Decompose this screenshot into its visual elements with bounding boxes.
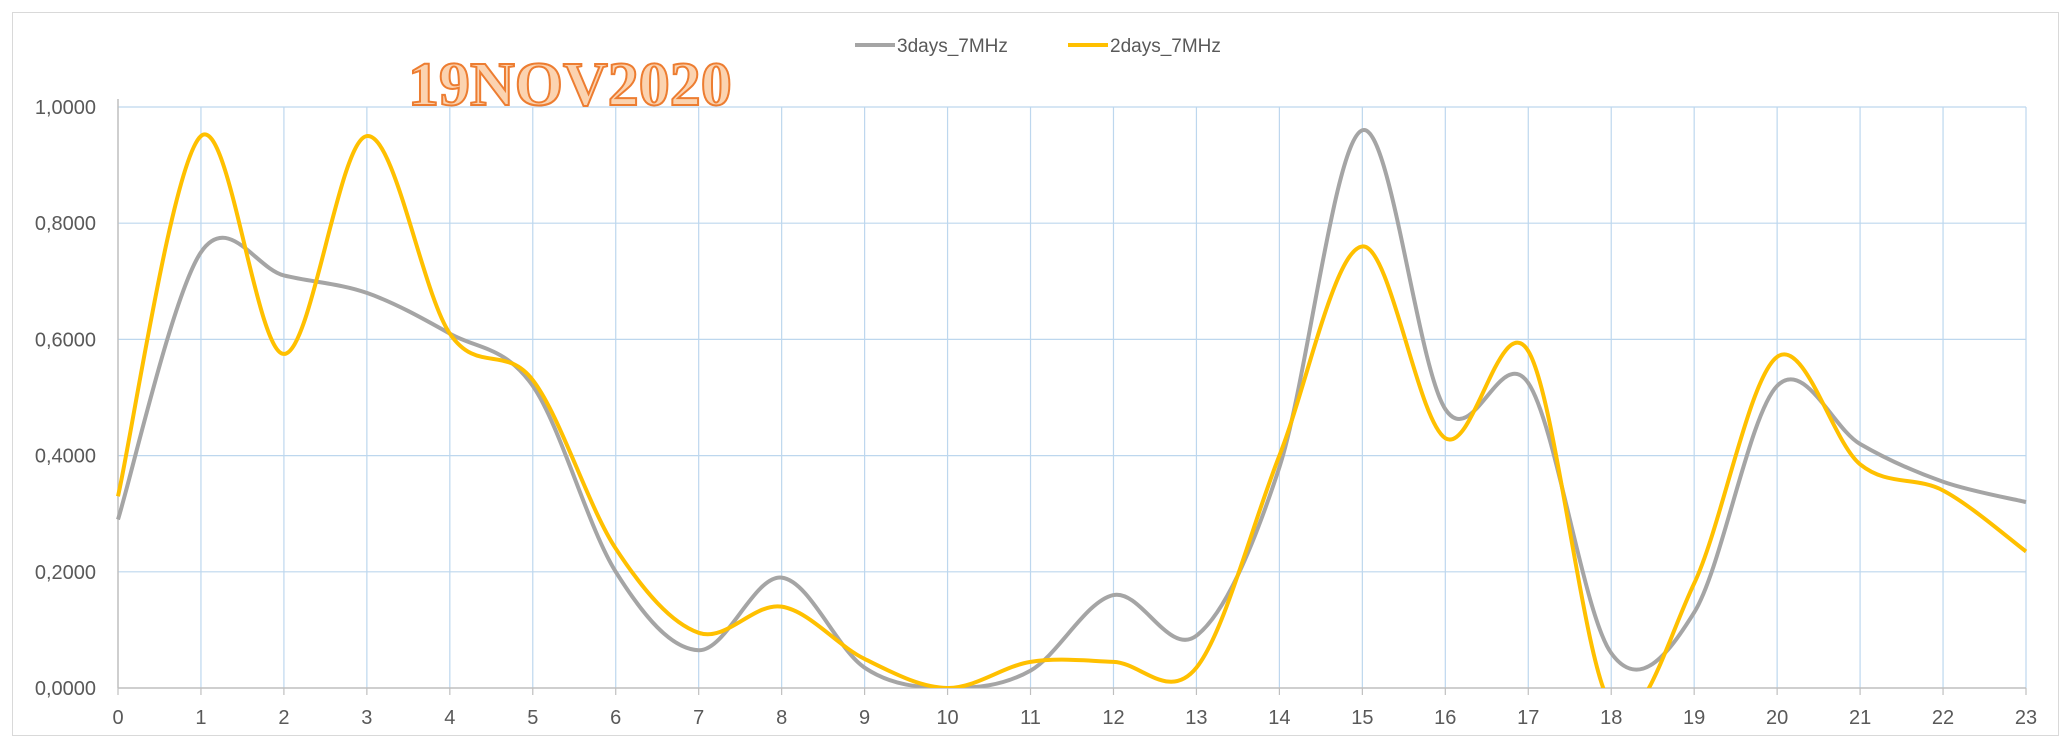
- y-tick-label: 0,6000: [35, 329, 96, 351]
- x-tick-label: 16: [1434, 707, 1456, 729]
- x-tick-label: 8: [776, 707, 787, 729]
- legend-label-3days: 3days_7MHz: [897, 36, 1008, 57]
- x-tick-label: 7: [693, 707, 704, 729]
- x-tick-label: 10: [936, 707, 958, 729]
- x-tick-label: 22: [1932, 707, 1954, 729]
- grid: [118, 106, 2027, 688]
- y-tick-label: 0,8000: [35, 213, 96, 235]
- x-tick-label: 5: [527, 707, 538, 729]
- legend: 3days_7MHz 2days_7MHz: [855, 36, 1221, 57]
- x-tick-label: 0: [112, 707, 123, 729]
- y-axis-ticks: 0,0000 0,2000 0,4000 0,6000 0,8000 1,0000: [35, 97, 96, 700]
- x-tick-label: 13: [1185, 707, 1207, 729]
- y-tick-label: 0,2000: [35, 562, 96, 584]
- y-tick-label: 0,0000: [35, 678, 96, 700]
- x-axis-ticks: 0 1 2 3 4 5 6 7 8 9 10 11 12 13 14 15 16 17 18 19 20 21 22 23: [112, 707, 2037, 729]
- x-tick-label: 20: [1766, 707, 1788, 729]
- x-tick-label: 18: [1600, 707, 1622, 729]
- series-lines: [116, 128, 2028, 688]
- x-tick-label: 19: [1683, 707, 1705, 729]
- axes: [117, 99, 2027, 695]
- x-tick-label: 9: [859, 707, 870, 729]
- x-tick-label: 17: [1517, 707, 1539, 729]
- x-tick-label: 3: [361, 707, 372, 729]
- series-line-3days: [116, 128, 2027, 688]
- x-tick-label: 2: [278, 707, 289, 729]
- x-tick-label: 11: [1020, 707, 1041, 729]
- date-annotation: 19NOV2020: [408, 51, 732, 119]
- x-tick-label: 1: [195, 707, 206, 729]
- y-tick-label: 0,4000: [35, 446, 96, 468]
- x-tick-label: 21: [1849, 707, 1871, 729]
- x-tick-label: 14: [1268, 707, 1290, 729]
- x-tick-label: 15: [1351, 707, 1373, 729]
- series-line-2days: [116, 132, 2028, 688]
- x-tick-label: 12: [1102, 707, 1124, 729]
- x-tick-label: 23: [2015, 707, 2037, 729]
- x-tick-label: 4: [444, 707, 455, 729]
- x-tick-label: 6: [610, 707, 621, 729]
- y-tick-label: 1,0000: [35, 97, 96, 119]
- legend-label-2days: 2days_7MHz: [1110, 36, 1221, 57]
